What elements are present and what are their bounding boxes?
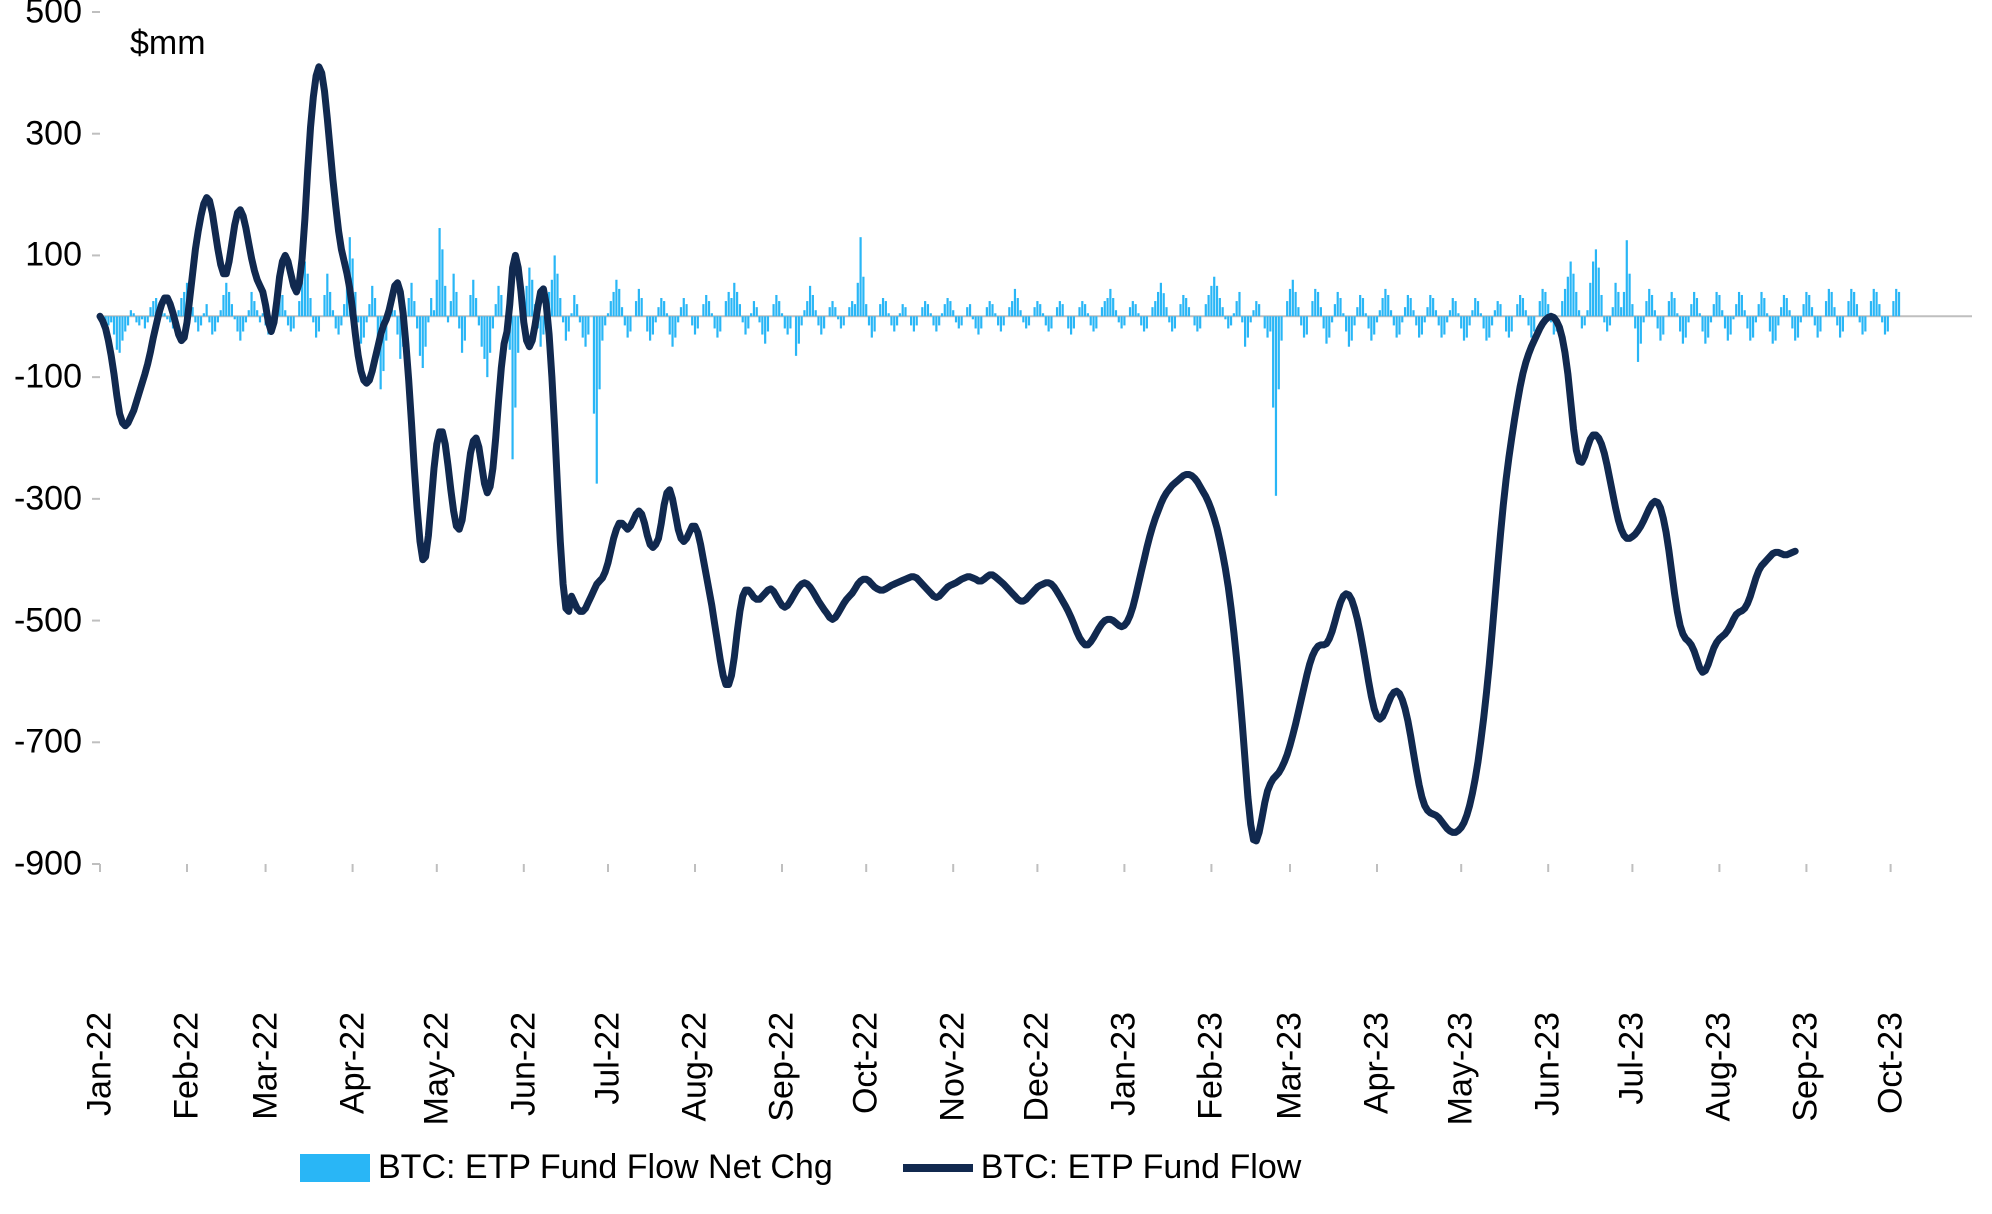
- x-tick-label: Sep-22: [763, 1012, 802, 1122]
- x-tick-label: Jun-23: [1529, 1012, 1568, 1116]
- x-tick-label: Jul-22: [588, 1012, 627, 1105]
- y-tick-label: -900: [14, 845, 82, 884]
- x-tick-label: Aug-23: [1700, 1012, 1739, 1122]
- legend-label-line: BTC: ETP Fund Flow: [981, 1148, 1302, 1187]
- x-tick-label: Mar-23: [1270, 1012, 1309, 1120]
- legend-item-line: BTC: ETP Fund Flow: [903, 1148, 1302, 1187]
- y-tick-label: -700: [14, 723, 82, 762]
- x-tick-label: Apr-22: [333, 1012, 372, 1114]
- x-tick-label: Mar-22: [246, 1012, 285, 1120]
- x-tick-label: Jun-22: [504, 1012, 543, 1116]
- y-tick-label: 300: [25, 114, 82, 153]
- x-tick-label: Jan-22: [81, 1012, 120, 1116]
- y-tick-label: 100: [25, 236, 82, 275]
- x-tick-label: Dec-22: [1018, 1012, 1057, 1122]
- x-tick-label: Feb-23: [1192, 1012, 1231, 1120]
- chart-plot: [0, 0, 1992, 1214]
- unit-label: $mm: [130, 24, 206, 63]
- legend-label-bar: BTC: ETP Fund Flow Net Chg: [378, 1148, 833, 1187]
- x-tick-label: Oct-22: [847, 1012, 886, 1114]
- x-tick-label: Nov-22: [934, 1012, 973, 1122]
- x-tick-label: Apr-23: [1358, 1012, 1397, 1114]
- legend-swatch-line: [903, 1164, 973, 1172]
- chart-container: 500 300 100 -100 -300 -500 -700 -900 Jan-22 Feb-…: [0, 0, 1992, 1214]
- y-tick-label: -300: [14, 479, 82, 518]
- legend-swatch-bar: [300, 1154, 370, 1182]
- x-tick-label: Jan-23: [1105, 1012, 1144, 1116]
- x-tick-label: Oct-23: [1871, 1012, 1910, 1114]
- legend-item-bar: BTC: ETP Fund Flow Net Chg: [300, 1148, 833, 1187]
- x-tick-label: May-22: [417, 1012, 456, 1125]
- y-tick-label: -100: [14, 358, 82, 397]
- x-tick-label: Jul-23: [1613, 1012, 1652, 1105]
- x-tick-label: Sep-23: [1787, 1012, 1826, 1122]
- x-tick-label: Aug-22: [675, 1012, 714, 1122]
- y-tick-label: -500: [14, 601, 82, 640]
- y-tick-label: 500: [25, 0, 82, 32]
- legend: BTC: ETP Fund Flow Net Chg BTC: ETP Fund…: [300, 1148, 1301, 1187]
- x-tick-label: May-23: [1442, 1012, 1481, 1125]
- x-tick-label: Feb-22: [168, 1012, 207, 1120]
